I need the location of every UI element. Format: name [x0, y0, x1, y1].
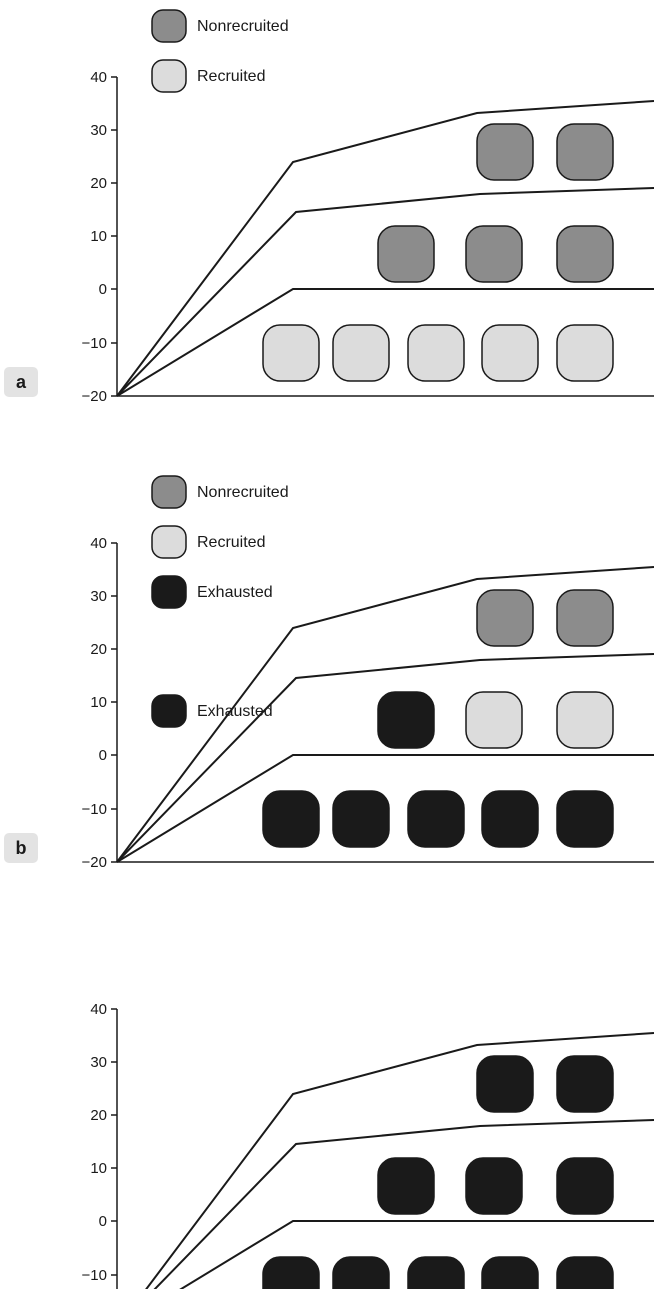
motor-unit-exhausted [556, 1055, 614, 1113]
y-tick-label: −10 [82, 1267, 107, 1284]
legend-swatch-recruited [151, 59, 187, 93]
panel-letter: b [16, 838, 27, 858]
legend-swatch-exhausted [151, 694, 187, 728]
legend-label-exhausted: Exhausted [197, 584, 273, 601]
motor-unit-recruited [465, 691, 523, 749]
y-tick-label: 0 [99, 1213, 107, 1230]
motor-unit-recruited [262, 324, 320, 382]
motor-unit-exhausted [262, 790, 320, 848]
legend-label-nonrecruited: Nonrecruited [197, 484, 289, 501]
y-tick-label: 0 [99, 281, 107, 298]
legend-swatch-exhausted [151, 575, 187, 609]
legend-label-recruited: Recruited [197, 68, 265, 85]
y-tick-label: 30 [90, 588, 107, 605]
y-tick-label: 10 [90, 1160, 107, 1177]
y-tick-label: 40 [90, 1001, 107, 1018]
panel-badge [4, 833, 38, 863]
legend-label-recruited: Recruited [197, 534, 265, 551]
y-tick-label: 30 [90, 122, 107, 139]
y-tick-label: −20 [82, 854, 107, 871]
threshold-line-1 [116, 754, 654, 863]
y-tick-label: −10 [82, 335, 107, 352]
motor-unit-nonrecruited [556, 123, 614, 181]
y-tick-label: 30 [90, 1054, 107, 1071]
motor-unit-exhausted [332, 1256, 390, 1289]
y-tick-label: 10 [90, 228, 107, 245]
motor-unit-nonrecruited [476, 123, 534, 181]
motor-unit-exhausted [262, 1256, 320, 1289]
motor-unit-recruited [556, 691, 614, 749]
legend-label-nonrecruited: Nonrecruited [197, 18, 289, 35]
motor-unit-exhausted [377, 691, 435, 749]
motor-unit-exhausted [481, 790, 539, 848]
legend-swatch-nonrecruited [151, 475, 187, 509]
motor-unit-nonrecruited [556, 225, 614, 283]
motor-unit-exhausted [332, 790, 390, 848]
y-tick-label: 10 [90, 694, 107, 711]
threshold-line-1 [179, 1220, 654, 1289]
y-tick-label: −20 [82, 388, 107, 405]
motor-unit-exhausted [377, 1157, 435, 1215]
motor-unit-exhausted [556, 1256, 614, 1289]
legend-swatch-nonrecruited [151, 9, 187, 43]
motor-unit-exhausted [476, 1055, 534, 1113]
threshold-line-3 [116, 566, 654, 863]
threshold-line-3 [145, 1032, 654, 1289]
motor-unit-nonrecruited [465, 225, 523, 283]
y-tick-label: 40 [90, 535, 107, 552]
panel-b: Nonrecruited Recruited Exhausted 40 30 20 10 0 −… [4, 475, 654, 871]
y-tick-label: 20 [90, 641, 107, 658]
y-tick-label: 0 [99, 747, 107, 764]
panel-a: Nonrecruited Recruited 40 30 20 10 0 −10 −20 a [4, 9, 654, 405]
panel-badge [4, 367, 38, 397]
motor-unit-recruited [332, 324, 390, 382]
threshold-line-3 [116, 100, 654, 397]
motor-unit-exhausted [556, 790, 614, 848]
motor-unit-nonrecruited [377, 225, 435, 283]
motor-unit-recruited [481, 324, 539, 382]
motor-unit-nonrecruited [476, 589, 534, 647]
motor-unit-exhausted [465, 1157, 523, 1215]
panel-letter: a [16, 372, 27, 392]
threshold-line-1 [116, 288, 654, 397]
motor-unit-recruited [556, 324, 614, 382]
threshold-line-2 [153, 1119, 654, 1289]
threshold-line-2 [116, 187, 654, 397]
legend-label-exhausted: Exhausted [197, 703, 273, 720]
motor-unit-recruited [407, 324, 465, 382]
motor-unit-exhausted [481, 1256, 539, 1289]
motor-unit-nonrecruited [556, 589, 614, 647]
y-tick-label: −10 [82, 801, 107, 818]
threshold-line-2 [116, 653, 654, 863]
motor-unit-exhausted [407, 1256, 465, 1289]
legend-swatch-recruited [151, 525, 187, 559]
y-tick-label: 20 [90, 1107, 107, 1124]
y-tick-label: 20 [90, 175, 107, 192]
motor-unit-exhausted [407, 790, 465, 848]
motor-unit-exhausted [556, 1157, 614, 1215]
y-tick-label: 40 [90, 69, 107, 86]
